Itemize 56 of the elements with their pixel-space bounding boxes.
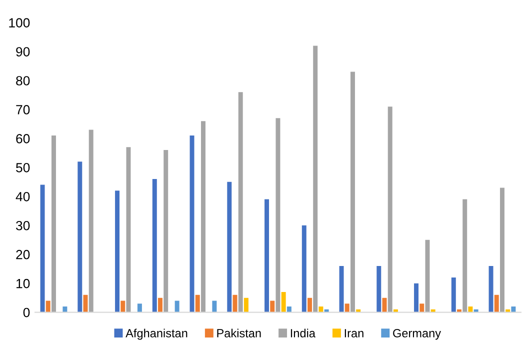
bar bbox=[451, 278, 456, 312]
bar bbox=[238, 92, 243, 312]
bar bbox=[120, 300, 126, 312]
bar bbox=[158, 298, 162, 312]
bar bbox=[164, 150, 168, 312]
bar bbox=[376, 266, 382, 312]
y-tick-label: 80 bbox=[16, 76, 30, 86]
bar bbox=[270, 300, 275, 312]
bar bbox=[494, 294, 499, 312]
bar bbox=[339, 266, 344, 312]
bar bbox=[227, 182, 232, 312]
bar bbox=[137, 304, 142, 312]
bar bbox=[264, 199, 270, 312]
bar bbox=[281, 292, 286, 312]
bar bbox=[276, 118, 280, 312]
bar bbox=[88, 130, 94, 312]
bar bbox=[152, 179, 157, 312]
y-tick-label: 30 bbox=[16, 220, 30, 230]
legend-label: Iran bbox=[344, 329, 364, 338]
bar bbox=[388, 106, 392, 312]
bar bbox=[212, 300, 217, 312]
legend-label: Germany bbox=[393, 329, 441, 340]
bar bbox=[200, 121, 206, 312]
y-tick-label: 40 bbox=[16, 192, 30, 202]
bar bbox=[344, 304, 350, 312]
y-tick-label: 60 bbox=[16, 134, 30, 144]
bar bbox=[46, 300, 50, 312]
bar bbox=[174, 300, 180, 312]
bar bbox=[308, 298, 312, 312]
bar bbox=[78, 162, 82, 312]
bar bbox=[350, 72, 355, 312]
bar bbox=[244, 298, 248, 312]
y-tick-label: 20 bbox=[16, 250, 30, 260]
bar bbox=[425, 240, 430, 312]
y-tick-label: 100 bbox=[9, 18, 30, 28]
bar bbox=[500, 188, 504, 312]
y-tick-label: 10 bbox=[16, 278, 30, 288]
y-tick-label: 70 bbox=[16, 105, 30, 114]
bar bbox=[115, 190, 120, 312]
bar bbox=[190, 136, 194, 312]
bar bbox=[462, 199, 468, 312]
legend-label: India bbox=[290, 328, 316, 338]
bar bbox=[420, 304, 424, 312]
bar bbox=[302, 225, 306, 312]
legend-label: Pakistan bbox=[217, 328, 261, 338]
bar bbox=[51, 136, 56, 312]
bar bbox=[488, 266, 494, 312]
legend-label: Afghanistan bbox=[126, 328, 188, 340]
bar bbox=[195, 294, 200, 312]
bar bbox=[40, 184, 45, 312]
y-tick-label: 50 bbox=[16, 162, 30, 172]
bar bbox=[126, 147, 131, 312]
y-tick-label: 0 bbox=[23, 308, 30, 318]
bar bbox=[313, 46, 318, 312]
y-tick-label: 90 bbox=[16, 47, 30, 56]
bar bbox=[414, 283, 419, 312]
